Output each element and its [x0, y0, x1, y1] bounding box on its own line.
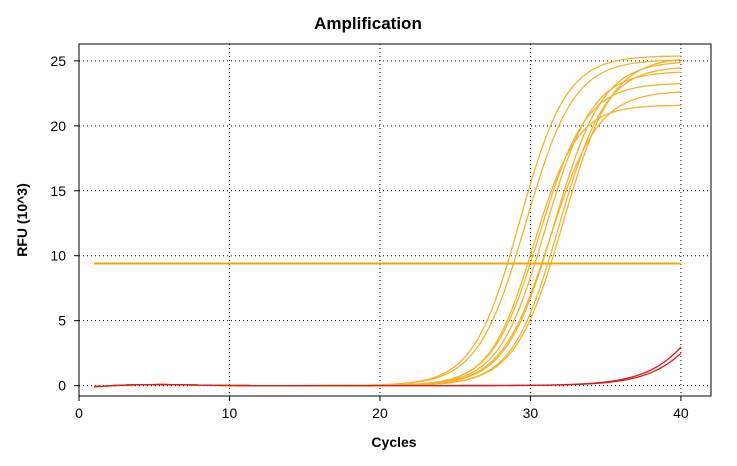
- series-layer: [94, 55, 682, 388]
- x-tick-label: 40: [673, 405, 689, 421]
- chart-title: Amplification: [314, 14, 422, 33]
- amplification-curve: [94, 59, 681, 388]
- late-amplification-curve: [94, 346, 682, 388]
- late-amplification-curve: [94, 352, 682, 388]
- plot-frame: [78, 43, 712, 397]
- amplification-curve: [94, 104, 681, 388]
- amplification-curve: [94, 55, 681, 388]
- amplification-curve: [94, 91, 681, 388]
- y-tick-label: 25: [50, 53, 66, 69]
- amplification-curve: [94, 83, 681, 388]
- x-tick-label: 30: [523, 405, 539, 421]
- x-tick-label: 0: [75, 405, 83, 421]
- y-tick-label: 0: [58, 378, 66, 394]
- y-axis-ticks: 0 5 10 15 20 25: [50, 53, 79, 394]
- y-tick-label: 5: [58, 313, 66, 329]
- grid-lines: [79, 44, 711, 396]
- y-axis-label: RFU (10^3): [14, 183, 30, 257]
- y-tick-label: 10: [50, 248, 66, 264]
- x-axis-ticks: 0 10 20 30 40: [75, 396, 689, 421]
- y-tick-label: 15: [50, 183, 66, 199]
- x-axis-label: Cycles: [371, 434, 416, 450]
- y-tick-label: 20: [50, 118, 66, 134]
- x-tick-label: 10: [222, 405, 238, 421]
- x-tick-label: 20: [372, 405, 388, 421]
- amplification-curve: [94, 71, 681, 388]
